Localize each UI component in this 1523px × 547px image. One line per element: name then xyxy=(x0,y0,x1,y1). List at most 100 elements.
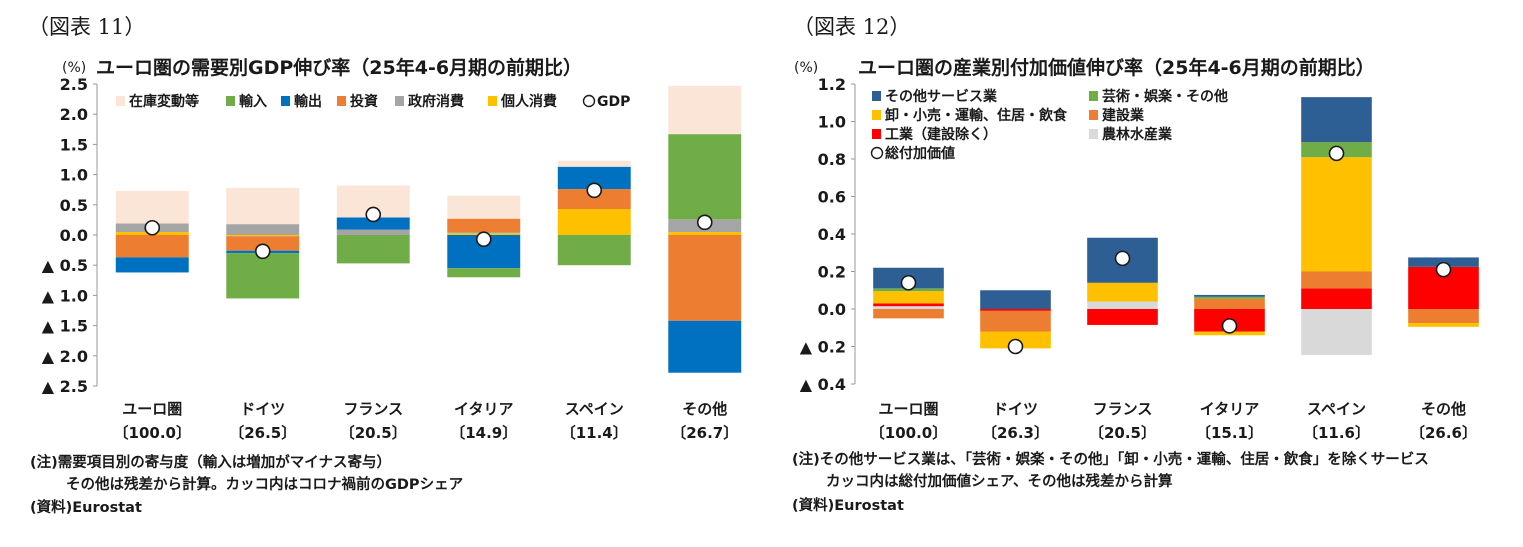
y-tick-label: 2.0 xyxy=(60,105,88,124)
note-12-line2: カッコ内は総付加価値シェア、その他は残差から計算 xyxy=(826,472,1173,490)
y-tick-label: 0.6 xyxy=(818,188,846,207)
legend-swatch xyxy=(337,96,346,106)
bar-segment xyxy=(1301,288,1372,309)
y-tick-label: 1.0 xyxy=(60,166,88,185)
category-label: イタリア xyxy=(1200,400,1259,418)
bar-segment xyxy=(226,187,300,225)
total-dot xyxy=(475,231,492,248)
legend-dot-marker xyxy=(582,94,596,108)
category-share-label: 〔15.1〕 xyxy=(1196,424,1263,442)
y-unit-label-11: (%) xyxy=(62,60,86,76)
legend-11: 在庫変動等 輸入 輸出 投資 政府消費 個人消費 GDP xyxy=(116,93,630,110)
total-dot xyxy=(1114,250,1131,267)
bar-segment xyxy=(557,209,631,235)
total-dot xyxy=(1221,318,1238,334)
bar-segment xyxy=(668,85,742,135)
legend-dot-marker xyxy=(870,146,884,160)
category-label: その他 xyxy=(682,400,727,418)
legend-swatch xyxy=(281,96,290,106)
bar-segment xyxy=(873,303,944,307)
source-12: (資料)Eurostat xyxy=(792,496,904,514)
category-label: ユーロ圏 xyxy=(122,400,182,418)
total-dot xyxy=(900,274,917,291)
y-tick-label: ▲ 0.5 xyxy=(42,256,88,275)
y-tick-label: ▲ 1.0 xyxy=(42,286,88,305)
total-dot xyxy=(1435,261,1452,278)
y-tick-label: 1.2 xyxy=(818,75,846,94)
gdp-dots-11 xyxy=(144,182,713,260)
bar-segment xyxy=(980,309,1051,311)
legend-label: 輸出 xyxy=(294,93,322,110)
bar-segment xyxy=(447,268,521,278)
legend-swatch xyxy=(226,96,235,106)
y-tick-label: 2.5 xyxy=(60,75,88,94)
legend-label: 総付加価値 xyxy=(885,145,955,162)
bar-segment xyxy=(873,306,944,309)
bar-segment xyxy=(1194,296,1265,299)
category-label: その他 xyxy=(1421,400,1466,418)
legend-label: GDP xyxy=(597,94,630,110)
total-dot xyxy=(254,243,271,260)
category-share-label: 〔100.0〕 xyxy=(870,424,947,442)
bars-11 xyxy=(115,85,742,373)
bar-segment xyxy=(226,235,300,237)
bar-segment xyxy=(1194,298,1265,309)
source-11: (資料)Eurostat xyxy=(30,498,142,516)
bar-segment xyxy=(557,235,631,266)
legend-label: 個人消費 xyxy=(500,93,557,110)
legend-label: 投資 xyxy=(350,93,378,110)
legend-label: 在庫変動等 xyxy=(129,93,199,110)
bar-segment xyxy=(115,235,189,258)
chart-title-12: ユーロ圏の産業別付加価値伸び率（25年4-6月期の前期比） xyxy=(858,56,1375,79)
bar-segment xyxy=(1301,309,1372,355)
y-tick-label: 0.4 xyxy=(818,225,846,244)
y-unit-label-12: (%) xyxy=(794,60,818,76)
category-label: スペイン xyxy=(565,400,624,418)
chart-12: （図表 12） (%) ユーロ圏の産業別付加価値伸び率（25年4-6月期の前期比… xyxy=(792,15,1479,514)
category-share-label: 〔11.6〕 xyxy=(1303,424,1370,442)
note-11-line2: その他は残差から計算。カッコ内はコロナ禍前のGDPシェア xyxy=(66,475,463,493)
bar-segment xyxy=(447,195,521,219)
bar-segment xyxy=(336,229,410,235)
bar-segment xyxy=(873,291,944,304)
total-dot xyxy=(586,182,603,199)
y-tick-label: ▲ 1.5 xyxy=(42,317,88,336)
chart-11: （図表 11） (%) ユーロ圏の需要別GDP伸び率（25年4-6月期の前期比）… xyxy=(28,15,742,516)
bar-segment xyxy=(557,189,631,210)
axis-12: 1.2 1.0 0.8 0.6 0.4 0.2 0.0 ▲ 0.2 ▲ 0.4 ユーロ圏〔100.… xyxy=(800,75,1477,442)
legend-label: 建設業 xyxy=(1102,107,1145,124)
legend-swatch xyxy=(872,91,881,101)
bar-segment xyxy=(1301,157,1372,272)
bar-segment xyxy=(980,310,1051,332)
bar-segment xyxy=(1301,97,1372,143)
bar-segment xyxy=(1301,271,1372,289)
y-tick-label: 0.2 xyxy=(818,263,846,282)
bar-segment xyxy=(115,257,189,273)
legend-swatch xyxy=(116,96,125,106)
category-share-label: 〔20.5〕 xyxy=(340,424,407,442)
bar-segment xyxy=(115,190,189,224)
total-dot xyxy=(696,214,713,231)
category-label: フランス xyxy=(1093,400,1153,418)
bar-segment xyxy=(226,253,300,299)
legend-label: 農林水産業 xyxy=(1102,126,1173,143)
legend-swatch xyxy=(872,129,881,139)
legend-swatch xyxy=(1089,110,1098,120)
note-11-line1: (注)需要項目別の寄与度（輸入は増加がマイナス寄与） xyxy=(30,453,391,471)
bar-segment xyxy=(557,160,631,167)
category-share-label: 〔26.3〕 xyxy=(982,424,1049,442)
legend-label: その他サービス業 xyxy=(885,88,998,105)
legend-label: 卸・小売・運輸、住居・飲食 xyxy=(885,107,1068,124)
legend-label: 政府消費 xyxy=(408,93,464,110)
total-dot xyxy=(1328,145,1345,162)
y-tick-label: ▲ 0.4 xyxy=(800,375,846,394)
y-tick-label: ▲ 2.0 xyxy=(42,347,88,366)
legend-swatch xyxy=(488,96,497,106)
category-label: スペイン xyxy=(1307,400,1366,418)
category-share-label: 〔100.0〕 xyxy=(114,424,191,442)
value-added-dots-12 xyxy=(900,145,1452,355)
bar-segment xyxy=(668,134,742,220)
figure-label-11: （図表 11） xyxy=(28,15,145,39)
